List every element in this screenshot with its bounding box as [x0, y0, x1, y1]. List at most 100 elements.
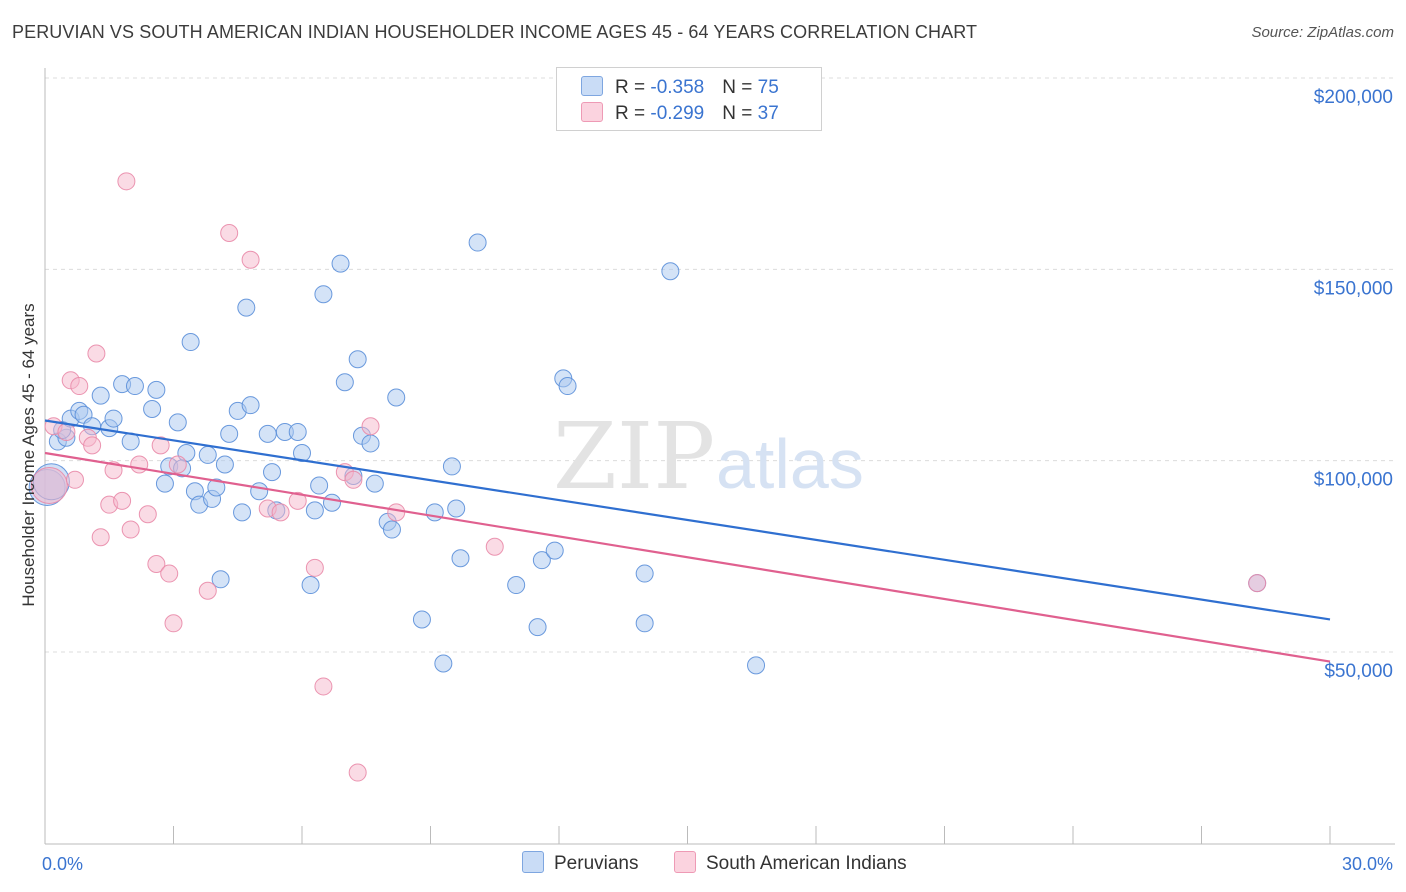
legend-r-value: -0.299 [650, 103, 705, 124]
legend-n-label: N = [722, 103, 758, 124]
legend: R = -0.358 N = 75 R = -0.299 N = 37 [556, 67, 822, 131]
data-point [181, 333, 200, 352]
legend-n-value: 37 [757, 103, 779, 124]
data-point [104, 409, 123, 428]
data-point [83, 436, 102, 455]
legend-r-value: -0.358 [650, 77, 705, 98]
data-point [211, 570, 230, 589]
data-point [113, 491, 132, 510]
data-point [147, 554, 166, 573]
data-point [91, 528, 110, 547]
data-point [130, 455, 149, 474]
data-point [121, 520, 140, 539]
data-point [747, 656, 766, 675]
data-point [168, 455, 187, 474]
data-point [138, 505, 157, 524]
trend-line-peruvians [44, 419, 1331, 621]
data-point [558, 377, 577, 396]
data-point [661, 262, 680, 281]
y-tick-labels: $50,000 $100,000 $150,000 $200,000 [1314, 87, 1393, 682]
y-tick-label: $100,000 [1314, 470, 1393, 491]
data-point [305, 501, 324, 520]
data-point [485, 537, 504, 556]
data-point [57, 422, 76, 441]
data-point [412, 610, 431, 629]
data-point [263, 463, 282, 482]
data-point [310, 476, 329, 495]
data-point [528, 618, 547, 637]
axes [44, 68, 1395, 845]
data-point [331, 254, 350, 273]
data-point [1248, 574, 1267, 593]
data-point [125, 377, 144, 396]
legend-row-south-american-indians: R = -0.299 N = 37 [581, 102, 779, 126]
data-point [635, 614, 654, 633]
x-tick-label: 0.0% [42, 854, 83, 874]
data-point [442, 457, 461, 476]
data-point [301, 576, 320, 595]
data-point [382, 520, 401, 539]
data-point [387, 388, 406, 407]
data-point [207, 478, 226, 497]
bottom-legend-label-south-american-indians: South American Indians [706, 853, 907, 874]
data-point [241, 250, 260, 269]
data-point [151, 436, 170, 455]
source-label: Source: ZipAtlas.com [1251, 24, 1394, 41]
data-point [237, 298, 256, 317]
legend-n-label: N = [722, 77, 758, 98]
bottom-legend-swatch-peruvians [522, 851, 544, 873]
data-point [258, 424, 277, 443]
y-tick-label: $200,000 [1314, 87, 1393, 108]
data-point [87, 344, 106, 363]
legend-swatch-south-american-indians [581, 102, 603, 122]
legend-r-label: R = [615, 103, 651, 124]
data-point [117, 172, 136, 191]
bottom-legend-south-american-indians: South American Indians [674, 851, 907, 875]
legend-swatch-peruvians [581, 76, 603, 96]
data-point [155, 474, 174, 493]
watermark: ZIP atlas [553, 403, 864, 510]
bottom-legend-label-peruvians: Peruvians [554, 853, 639, 874]
watermark-zip: ZIP [553, 403, 715, 510]
data-point [143, 400, 162, 419]
data-point [160, 564, 179, 583]
data-point [545, 541, 564, 560]
data-point [348, 350, 367, 369]
y-axis-label: Householder Income Ages 45 - 64 years [19, 303, 38, 606]
trend-line-south-american-indians [44, 451, 1331, 663]
data-point [314, 677, 333, 696]
watermark-atlas: atlas [716, 425, 864, 503]
data-point [147, 380, 166, 399]
data-point [468, 233, 487, 252]
data-point [293, 444, 311, 463]
data-point [387, 503, 406, 522]
data-point [250, 482, 269, 501]
gridlines [45, 77, 1395, 653]
data-point [361, 417, 380, 436]
data-point [348, 763, 367, 782]
data-point [322, 493, 341, 512]
bottom-legend-swatch-south-american-indians [674, 851, 696, 873]
data-point [507, 576, 526, 595]
data-point [198, 581, 217, 600]
data-point [91, 386, 110, 405]
data-point [220, 223, 239, 242]
data-point [451, 549, 470, 568]
data-point [288, 422, 307, 441]
data-point [271, 503, 290, 522]
data-point [104, 461, 123, 480]
data-point [434, 654, 453, 673]
data-point [220, 424, 239, 443]
legend-n-value: 75 [757, 77, 779, 98]
data-point [30, 467, 68, 505]
data-point [314, 285, 333, 304]
x-tick-labels: 0.0% 30.0% [42, 854, 1393, 874]
series-points [28, 172, 1267, 782]
data-point [164, 614, 183, 633]
data-point [635, 564, 654, 583]
x-tick-label: 30.0% [1342, 854, 1393, 874]
data-point [233, 503, 252, 522]
data-point [447, 499, 466, 518]
data-point [361, 434, 380, 453]
